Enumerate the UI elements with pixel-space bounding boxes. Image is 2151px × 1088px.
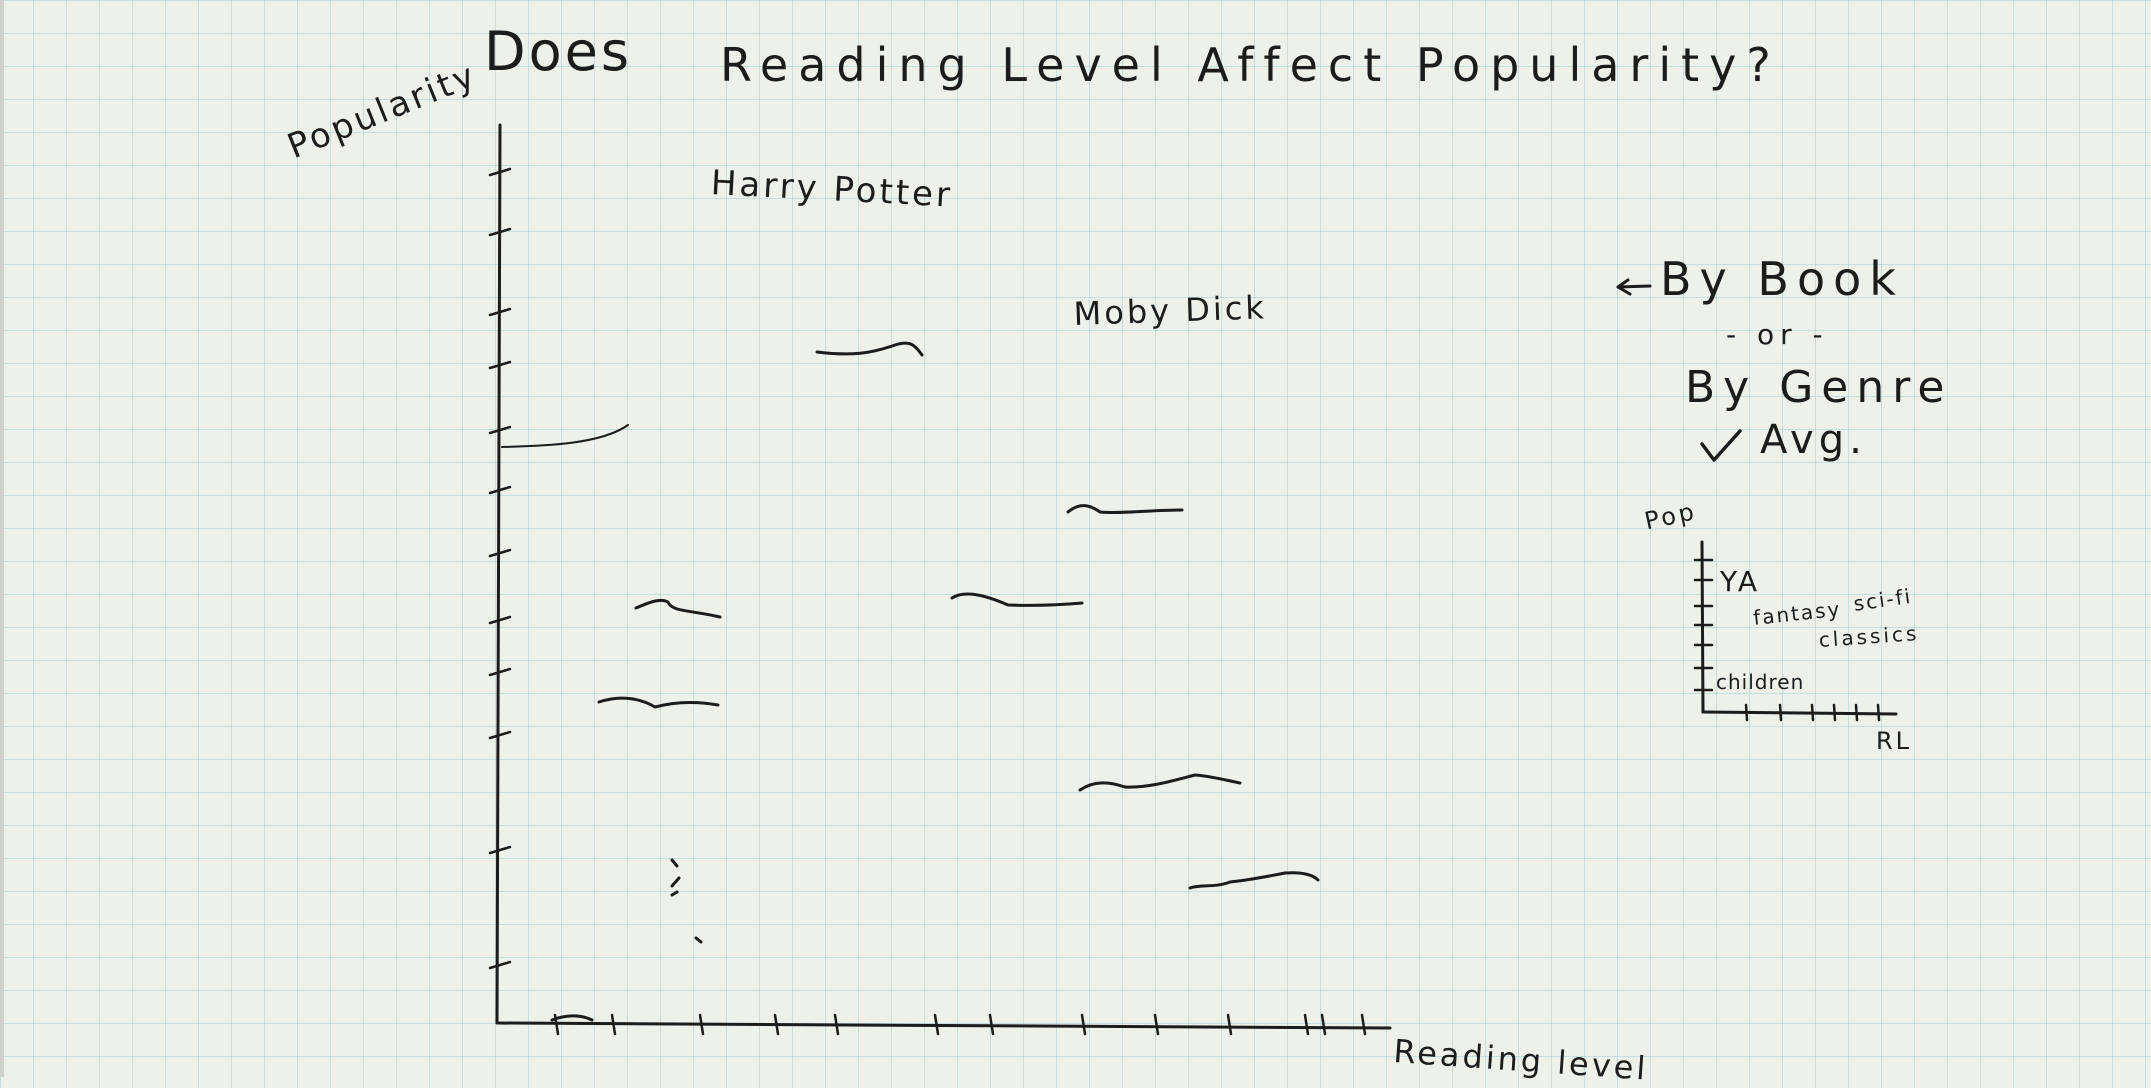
option-by-genre: By Genre	[1685, 362, 1953, 413]
mini-label-children: children	[1716, 670, 1805, 694]
annotation-moby-dick: Moby Dick	[1073, 288, 1268, 333]
mini-y-axis	[1700, 540, 1705, 714]
main-x-tick	[1303, 1013, 1310, 1036]
mini-x-axis-label: RL	[1876, 727, 1913, 755]
main-x-tick	[988, 1013, 995, 1036]
scan-edge	[0, 0, 4, 1077]
mini-x-ticks	[1744, 703, 1881, 722]
scribble-mark	[670, 858, 681, 897]
mini-label-ya: YA	[1720, 565, 1761, 598]
mini-x-tick	[1876, 703, 1881, 722]
main-y-tick	[488, 845, 512, 855]
main-y-tick	[488, 360, 512, 370]
scribble-mark	[815, 341, 924, 357]
scribble-mark	[694, 936, 703, 944]
main-y-tick	[488, 615, 512, 625]
mini-x-tick	[1832, 703, 1837, 722]
mini-x-tick	[1778, 703, 1783, 722]
arrow-icon	[1616, 278, 1652, 296]
option-or: - or -	[1726, 318, 1829, 351]
main-x-tick	[833, 1013, 840, 1036]
title-word-does: Does	[484, 20, 632, 83]
main-y-axis	[495, 123, 502, 1025]
scribble-mark	[550, 1014, 594, 1022]
main-chart-marks	[550, 341, 1320, 1022]
main-y-tick	[488, 730, 512, 740]
check-icon	[1700, 429, 1742, 462]
main-y-tick	[488, 227, 512, 237]
faint-pencil-trace	[501, 424, 629, 448]
main-y-tick	[488, 485, 512, 495]
option-avg: Avg.	[1760, 417, 1867, 463]
main-x-tick	[933, 1013, 940, 1036]
mini-x-axis	[1701, 710, 1898, 716]
scribble-mark	[1066, 504, 1184, 515]
main-y-ticks	[488, 167, 512, 970]
main-x-tick	[610, 1013, 617, 1036]
mini-x-tick	[1810, 703, 1815, 722]
main-y-tick	[488, 667, 512, 677]
scribble-mark	[597, 696, 720, 709]
main-y-tick	[488, 425, 512, 435]
main-y-tick	[488, 548, 512, 558]
mini-x-tick	[1854, 703, 1859, 722]
main-x-tick	[1360, 1013, 1367, 1036]
main-y-tick	[488, 307, 512, 317]
page-title: Reading Level Affect Popularity?	[720, 38, 1781, 92]
main-x-tick	[1226, 1013, 1233, 1036]
scribble-mark	[1188, 871, 1320, 890]
mini-chart-axes	[1700, 540, 1898, 716]
scribble-mark	[950, 592, 1084, 607]
main-chart-axes	[495, 123, 1392, 1030]
main-y-tick	[488, 167, 512, 177]
option-by-book: By Book	[1660, 252, 1904, 306]
main-x-tick	[698, 1013, 705, 1036]
main-x-tick	[773, 1013, 780, 1036]
main-x-tick	[1080, 1013, 1087, 1036]
scribble-mark	[634, 598, 722, 619]
mini-y-ticks	[1693, 558, 1714, 692]
scribble-mark	[1078, 773, 1242, 792]
main-x-tick	[1320, 1013, 1327, 1036]
mini-x-tick	[1744, 703, 1749, 722]
main-x-axis	[495, 1021, 1392, 1030]
main-y-tick	[488, 960, 512, 970]
main-x-tick	[1153, 1013, 1160, 1036]
